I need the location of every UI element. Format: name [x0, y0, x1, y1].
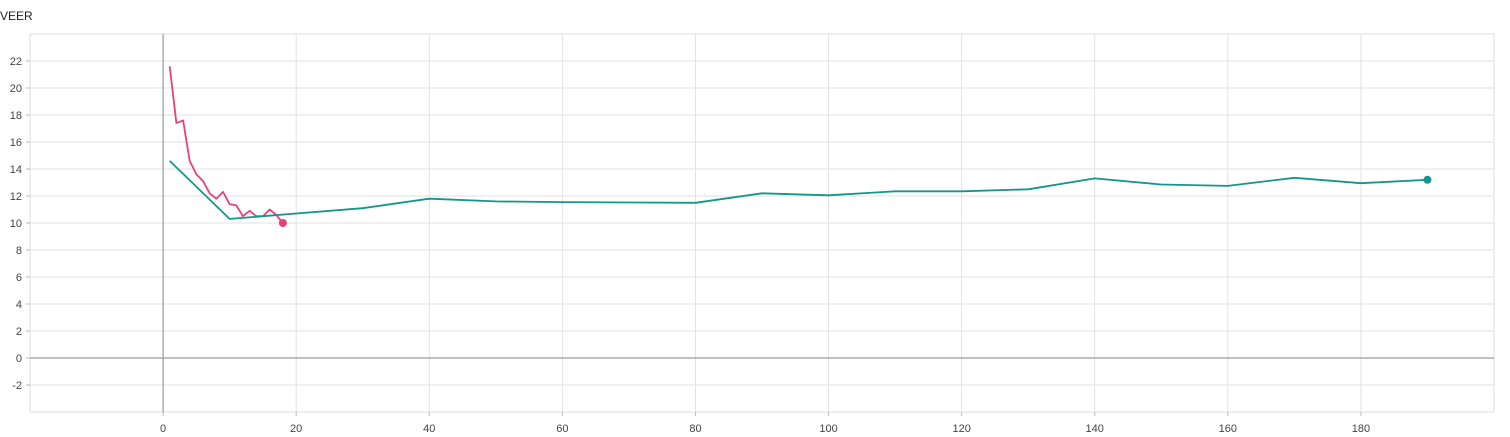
x-tick-label: 20 — [290, 423, 302, 435]
chart-series — [168, 66, 1432, 227]
x-tick-label: 120 — [952, 423, 970, 435]
y-tick-label: 0 — [16, 353, 22, 365]
chart-grid — [26, 33, 1495, 416]
y-tick-label: 14 — [10, 164, 22, 176]
y-tick-label: 22 — [10, 56, 22, 68]
series-end-point-1 — [278, 219, 287, 227]
chart-title: VEER — [0, 9, 33, 23]
y-tick-label: 4 — [16, 299, 22, 311]
x-tick-label: 0 — [160, 423, 166, 435]
y-tick-label: 18 — [10, 110, 22, 122]
y-tick-label: 12 — [10, 191, 22, 203]
tick-labels: -2 0 2 4 6 8 10 12 14 16 18 20 22 0 20 40 60 80 100 120 140 1… — [10, 56, 1370, 435]
series-end-point-2 — [1423, 175, 1432, 184]
x-tick-label: 100 — [819, 423, 837, 435]
x-tick-label: 40 — [423, 423, 435, 435]
y-tick-label: 8 — [16, 245, 22, 257]
y-tick-label: 20 — [10, 83, 22, 95]
y-tick-label: 16 — [10, 137, 22, 149]
y-tick-label: 6 — [16, 272, 22, 284]
y-tick-label: 10 — [10, 218, 22, 230]
y-tick-label: -2 — [12, 380, 22, 392]
x-tick-label: 80 — [689, 423, 701, 435]
chart-axes — [30, 34, 1494, 412]
series-line-1 — [168, 66, 284, 224]
x-tick-label: 160 — [1219, 423, 1237, 435]
x-tick-label: 180 — [1352, 423, 1370, 435]
series-line-2 — [169, 160, 1428, 220]
x-tick-label: 140 — [1086, 423, 1104, 435]
x-tick-label: 60 — [556, 423, 568, 435]
y-tick-label: 2 — [16, 326, 22, 338]
